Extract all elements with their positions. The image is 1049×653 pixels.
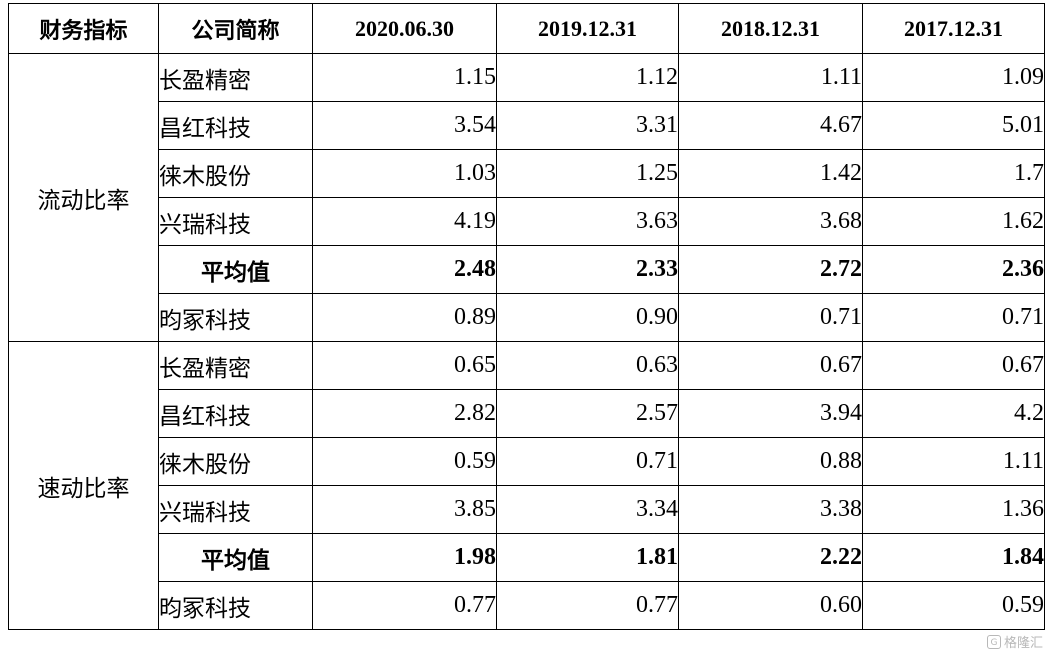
value-cell: 1.62 — [862, 197, 1045, 246]
value-cell: 1.81 — [496, 533, 679, 582]
value-cell: 1.09 — [862, 53, 1045, 102]
value-cell: 2.57 — [496, 389, 679, 438]
value-cell: 2.33 — [496, 245, 679, 294]
average-row: 平均值 2.48 2.33 2.72 2.36 — [9, 245, 1045, 294]
table-row: 昀冢科技 0.77 0.77 0.60 0.59 — [9, 581, 1045, 630]
watermark: G 格隆汇 — [986, 632, 1043, 651]
financial-ratio-table: 财务指标 公司简称 2020.06.30 2019.12.31 2018.12.… — [8, 3, 1045, 630]
value-cell: 1.25 — [496, 149, 679, 198]
value-cell: 0.59 — [862, 581, 1045, 630]
table-row: 徕木股份 1.03 1.25 1.42 1.7 — [9, 149, 1045, 198]
value-cell: 0.88 — [678, 437, 863, 486]
header-date-2019-12-31: 2019.12.31 — [496, 3, 679, 54]
value-cell: 1.11 — [678, 53, 863, 102]
value-cell: 2.82 — [312, 389, 497, 438]
watermark-text: 格隆汇 — [1003, 636, 1043, 651]
value-cell: 0.77 — [312, 581, 497, 630]
table-row: 昌红科技 3.54 3.31 4.67 5.01 — [9, 101, 1045, 150]
value-cell: 3.54 — [312, 101, 497, 150]
company-name: 昀冢科技 — [158, 581, 313, 630]
company-name: 长盈精密 — [158, 341, 313, 390]
table-row: 兴瑞科技 4.19 3.63 3.68 1.62 — [9, 197, 1045, 246]
value-cell: 4.67 — [678, 101, 863, 150]
header-row: 财务指标 公司简称 2020.06.30 2019.12.31 2018.12.… — [8, 3, 1045, 54]
table-row: 徕木股份 0.59 0.71 0.88 1.11 — [9, 437, 1045, 486]
value-cell: 0.63 — [496, 341, 679, 390]
value-cell: 1.03 — [312, 149, 497, 198]
value-cell: 0.71 — [496, 437, 679, 486]
header-date-2017-12-31: 2017.12.31 — [862, 3, 1045, 54]
value-cell: 2.36 — [862, 245, 1045, 294]
value-cell: 4.19 — [312, 197, 497, 246]
value-cell: 1.84 — [862, 533, 1045, 582]
value-cell: 2.48 — [312, 245, 497, 294]
value-cell: 5.01 — [862, 101, 1045, 150]
header-company: 公司简称 — [158, 3, 313, 54]
company-name: 昌红科技 — [158, 389, 313, 438]
table-row: 速动比率 长盈精密 0.65 0.63 0.67 0.67 — [8, 341, 1045, 630]
value-cell: 0.67 — [862, 341, 1045, 390]
table-row: 流动比率 长盈精密 1.15 1.12 1.11 1.09 — [8, 53, 1045, 342]
value-cell: 0.60 — [678, 581, 863, 630]
value-cell: 1.11 — [862, 437, 1045, 486]
value-cell: 0.67 — [678, 341, 863, 390]
header-metric: 财务指标 — [8, 3, 159, 54]
company-name: 平均值 — [158, 245, 313, 294]
value-cell: 1.42 — [678, 149, 863, 198]
value-cell: 3.31 — [496, 101, 679, 150]
value-cell: 3.38 — [678, 485, 863, 534]
value-cell: 3.63 — [496, 197, 679, 246]
value-cell: 2.22 — [678, 533, 863, 582]
company-name: 长盈精密 — [158, 53, 313, 102]
value-cell: 3.94 — [678, 389, 863, 438]
header-date-2020-06-30: 2020.06.30 — [312, 3, 497, 54]
company-name: 兴瑞科技 — [158, 197, 313, 246]
value-cell: 1.98 — [312, 533, 497, 582]
value-cell: 4.2 — [862, 389, 1045, 438]
value-cell: 1.36 — [862, 485, 1045, 534]
value-cell: 0.90 — [496, 293, 679, 342]
value-cell: 0.71 — [862, 293, 1045, 342]
company-name: 平均值 — [158, 533, 313, 582]
value-cell: 1.12 — [496, 53, 679, 102]
company-name: 兴瑞科技 — [158, 485, 313, 534]
metric-label: 流动比率 — [8, 53, 159, 342]
metric-label: 速动比率 — [8, 341, 159, 630]
average-row: 平均值 1.98 1.81 2.22 1.84 — [9, 533, 1045, 582]
company-name: 昌红科技 — [158, 101, 313, 150]
company-name: 徕木股份 — [158, 149, 313, 198]
value-cell: 3.85 — [312, 485, 497, 534]
header-date-2018-12-31: 2018.12.31 — [678, 3, 863, 54]
table-row: 兴瑞科技 3.85 3.34 3.38 1.36 — [9, 485, 1045, 534]
value-cell: 0.77 — [496, 581, 679, 630]
value-cell: 3.68 — [678, 197, 863, 246]
value-cell: 3.34 — [496, 485, 679, 534]
value-cell: 0.59 — [312, 437, 497, 486]
watermark-logo-icon: G — [986, 634, 1001, 649]
value-cell: 2.72 — [678, 245, 863, 294]
value-cell: 1.7 — [862, 149, 1045, 198]
value-cell: 0.65 — [312, 341, 497, 390]
value-cell: 0.71 — [678, 293, 863, 342]
company-name: 徕木股份 — [158, 437, 313, 486]
company-name: 昀冢科技 — [158, 293, 313, 342]
table-row: 昀冢科技 0.89 0.90 0.71 0.71 — [9, 293, 1045, 342]
value-cell: 0.89 — [312, 293, 497, 342]
table-row: 昌红科技 2.82 2.57 3.94 4.2 — [9, 389, 1045, 438]
value-cell: 1.15 — [312, 53, 497, 102]
